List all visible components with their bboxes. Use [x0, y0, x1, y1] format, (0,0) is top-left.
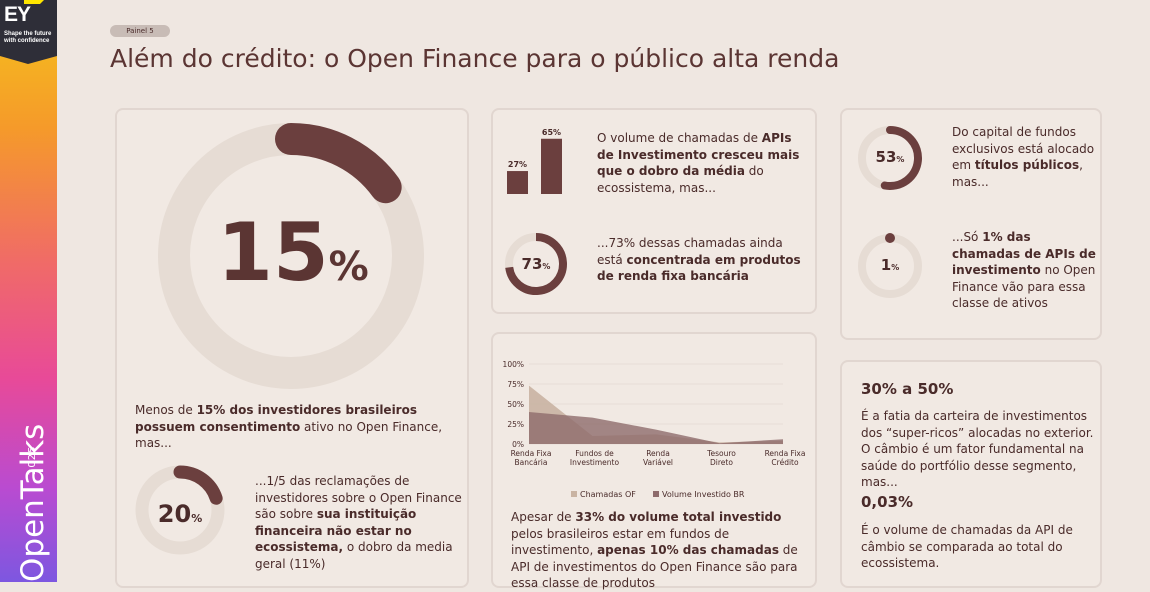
- bar-27: [507, 171, 528, 194]
- api-growth-text: O volume de chamadas de APIs de Investim…: [597, 131, 800, 195]
- card-chart: 100% 75% 50% 25% 0% Renda Fixa Bancária Fundos…: [491, 332, 817, 590]
- public-bonds-text: Do capital de fundos exclusivos está alo…: [952, 125, 1095, 189]
- public-bonds-api-donut: [858, 233, 922, 298]
- legend-swatch-0: [571, 491, 577, 497]
- card-apis: 27% 65% O volume de chamadas de APIs de …: [491, 108, 817, 314]
- fixed-income-text: ...73% dessas chamadas ainda está concen…: [597, 236, 801, 283]
- area-series-1: [529, 412, 783, 444]
- event-year: 2025: [27, 445, 38, 475]
- y-tick-label: 75%: [507, 380, 524, 389]
- legend-swatch-1: [653, 491, 659, 497]
- complaints-value: 20%: [157, 500, 203, 528]
- fixed-income-value: 73%: [521, 255, 551, 273]
- card-fx: 30% a 50% É a fatia da carteira de inves…: [840, 360, 1102, 588]
- y-tick-label: 25%: [507, 420, 524, 429]
- y-tick-label: 50%: [507, 400, 524, 409]
- consent-donut: [158, 123, 424, 389]
- fx-share-heading: 30% a 50%: [861, 380, 954, 398]
- chart-caption: Apesar de 33% do volume total investido …: [511, 510, 798, 590]
- fx-api-heading: 0,03%: [861, 493, 914, 511]
- card-consent: 15% Menos de 15% dos investidores brasil…: [115, 108, 469, 588]
- x-tick-label: Renda Variável: [643, 449, 673, 467]
- public-bonds-donut: [858, 126, 922, 190]
- legend-label-0: Chamadas OF: [580, 490, 636, 499]
- public-bonds-api-dot: [885, 233, 895, 243]
- x-tick-label: Tesouro Direto: [706, 449, 736, 467]
- investment-area-chart: 100% 75% 50% 25% 0% Renda Fixa Bancária Fundos…: [503, 360, 806, 499]
- bar-65: [541, 138, 562, 194]
- public-bonds-api-value: 1%: [880, 256, 900, 274]
- ey-tagline: Shape the future with confidence: [4, 31, 52, 44]
- bar-label-27: 27%: [508, 160, 527, 169]
- x-tick-label: Fundos de Investimento: [570, 449, 620, 467]
- ey-logo: EY Shape the future with confidence: [0, 0, 57, 64]
- y-tick-label: 100%: [503, 360, 524, 369]
- complaints-donut: [135, 465, 225, 555]
- panel-label: Painel 5: [110, 25, 170, 37]
- complaints-donut-arc: [173, 465, 223, 505]
- y-tick-label: 0%: [512, 440, 524, 449]
- public-bonds-value: 53%: [875, 148, 905, 166]
- consent-donut-arc: [275, 123, 402, 204]
- x-tick-label: Renda Fixa Bancária: [511, 449, 552, 467]
- public-bonds-donut-arc: [880, 126, 922, 190]
- fixed-income-donut-arc: [505, 233, 567, 295]
- fx-api-text: É o volume de chamadas da API de câmbio …: [861, 523, 1073, 570]
- card-funds: 53% Do capital de fundos exclusivos está…: [840, 108, 1102, 340]
- brand-gradient-bar: [0, 0, 57, 582]
- legend-label-1: Volume Investido BR: [662, 490, 745, 499]
- x-tick-label: Renda Fixa Crédito: [765, 449, 806, 467]
- public-bonds-api-text: ...Só 1% das chamadas de APIs de investi…: [952, 230, 1096, 310]
- fixed-income-donut: [505, 233, 567, 295]
- consent-big-value: 15%: [217, 206, 369, 299]
- bar-label-65: 65%: [542, 128, 561, 137]
- complaints-text: ...1/5 das reclamações de investidores s…: [255, 474, 462, 571]
- page-title: Além do crédito: o Open Finance para o p…: [110, 44, 840, 73]
- api-growth-bars: 27% 65%: [507, 128, 562, 194]
- fx-share-text: É a fatia da carteira de investimentos d…: [861, 409, 1094, 489]
- consent-text: Menos de 15% dos investidores brasileiro…: [135, 403, 443, 450]
